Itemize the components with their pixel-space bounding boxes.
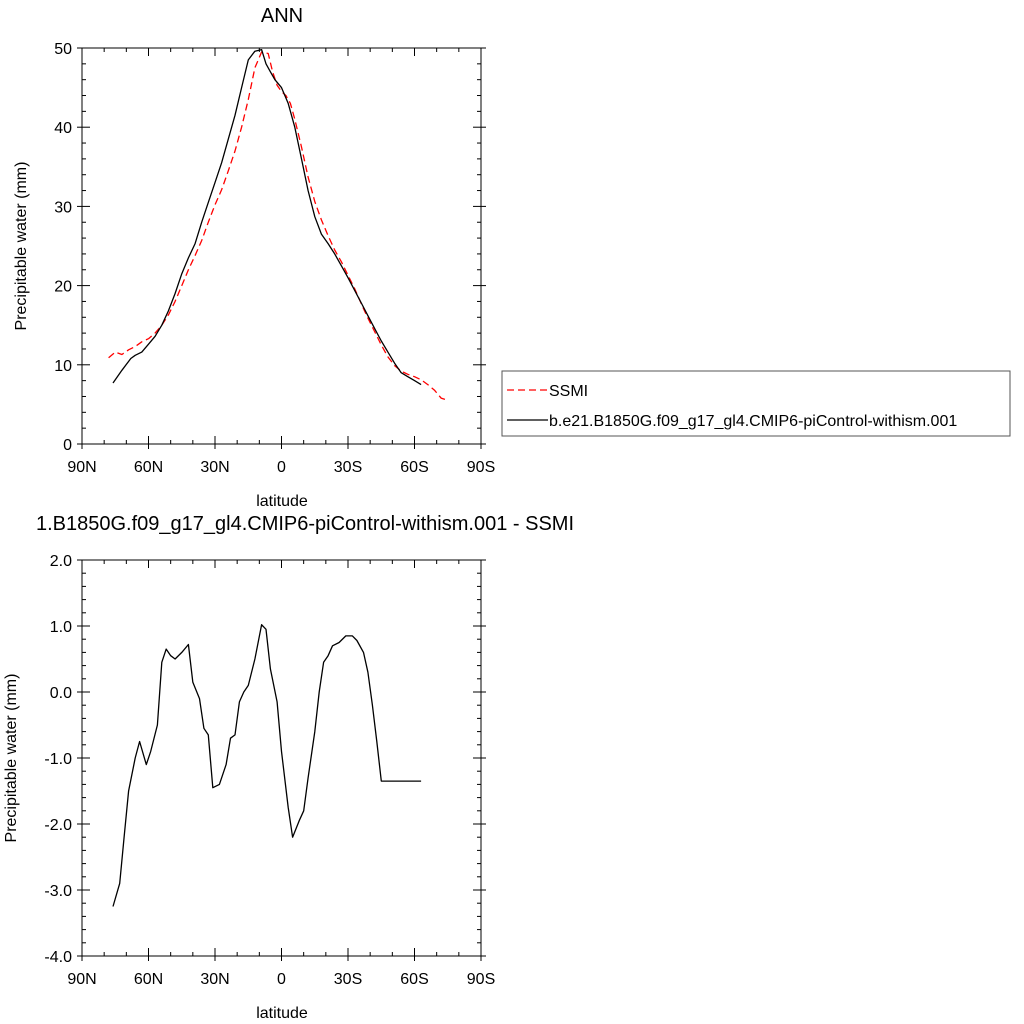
chart-title-difference: 1.B1850G.f09_g17_gl4.CMIP6-piControl-wit… bbox=[36, 513, 574, 535]
panel-ann: ANN 90N 60N 30N 0 30S 60S 90S 0 10 20 30 40 50 latit… bbox=[13, 5, 495, 510]
y-tick-label: -1.0 bbox=[44, 751, 72, 768]
y-axis-label-top: Precipitable water (mm) bbox=[13, 162, 30, 331]
y-tick-label: -4.0 bbox=[44, 949, 72, 966]
y-axis-label-bottom: Precipitable water (mm) bbox=[3, 674, 20, 843]
x-tick-label: 90N bbox=[67, 459, 96, 476]
y-tick-label: 2.0 bbox=[50, 553, 72, 570]
plot-frame-top bbox=[81, 47, 482, 445]
series-layer-bottom bbox=[112, 624, 422, 907]
series-line-bottom-0 bbox=[112, 624, 422, 907]
legend: SSMI b.e21.B1850G.f09_g17_gl4.CMIP6-piCo… bbox=[501, 370, 1011, 437]
x-tick-label: 30S bbox=[334, 459, 362, 476]
series-line-top-1 bbox=[112, 48, 422, 386]
y-tick-label: -2.0 bbox=[44, 817, 72, 834]
y-tick-label: 50 bbox=[54, 41, 72, 58]
x-tick-label: 0 bbox=[277, 971, 286, 988]
x-tick-label: 60N bbox=[134, 971, 163, 988]
series-layer-top bbox=[108, 48, 449, 402]
x-tick-label: 30S bbox=[334, 971, 362, 988]
y-tick-label: 0.0 bbox=[50, 685, 72, 702]
tick-layer-top: 90N 60N 30N 0 30S 60S 90S 0 10 20 30 40 50 bbox=[54, 41, 495, 476]
x-axis-label-bottom: latitude bbox=[256, 1005, 308, 1022]
legend-label-ssmi: SSMI bbox=[549, 383, 588, 400]
y-tick-label: 20 bbox=[54, 279, 72, 296]
y-tick-label: 40 bbox=[54, 120, 72, 137]
series-line-top-0 bbox=[108, 51, 449, 402]
x-tick-label: 0 bbox=[277, 459, 286, 476]
x-tick-label: 60N bbox=[134, 459, 163, 476]
y-tick-label: 30 bbox=[54, 199, 72, 216]
x-tick-label: 90S bbox=[467, 459, 495, 476]
x-tick-label: 90N bbox=[67, 971, 96, 988]
x-axis-label-top: latitude bbox=[256, 493, 308, 510]
x-tick-label: 30N bbox=[200, 971, 229, 988]
x-tick-label: 60S bbox=[400, 971, 428, 988]
tick-layer-bottom: 90N 60N 30N 0 30S 60S 90S -4.0 -3.0 -2.0 -1.0 0.0 1.… bbox=[44, 553, 495, 988]
x-tick-label: 60S bbox=[400, 459, 428, 476]
x-tick-label: 30N bbox=[200, 459, 229, 476]
x-tick-label: 90S bbox=[467, 971, 495, 988]
legend-box bbox=[501, 370, 1011, 437]
panel-difference: 1.B1850G.f09_g17_gl4.CMIP6-piControl-wit… bbox=[3, 513, 574, 1022]
plot-frame-bottom bbox=[81, 559, 482, 957]
chart-title-ann: ANN bbox=[261, 5, 303, 27]
y-tick-label: 10 bbox=[54, 358, 72, 375]
y-tick-label: 0 bbox=[63, 437, 72, 454]
legend-label-model: b.e21.B1850G.f09_g17_gl4.CMIP6-piControl… bbox=[549, 413, 957, 430]
y-tick-label: 1.0 bbox=[50, 619, 72, 636]
y-tick-label: -3.0 bbox=[44, 883, 72, 900]
